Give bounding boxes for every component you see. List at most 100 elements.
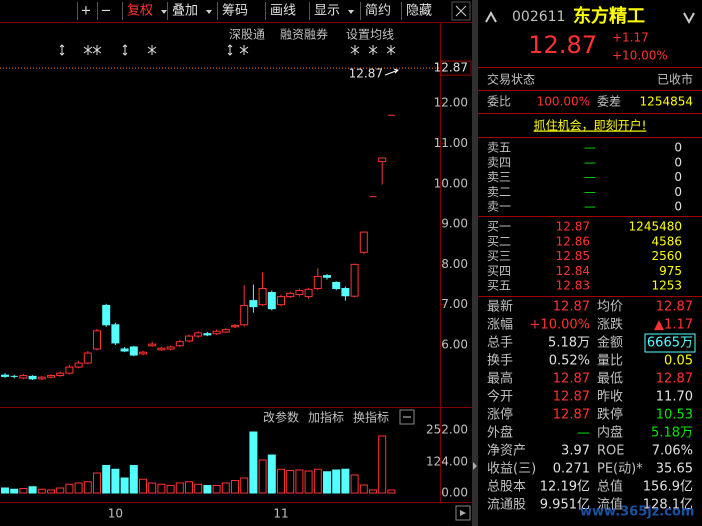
candle-body (83, 352, 92, 364)
book-price: 12.87 (556, 220, 590, 234)
stat-label: 最高 (487, 371, 513, 387)
candle-body (28, 375, 37, 380)
volume-bar (47, 489, 55, 494)
toolbar-button[interactable]: + (81, 4, 92, 19)
book-volume: 0 (674, 155, 682, 169)
volume-bar (378, 435, 387, 494)
candle-body (286, 292, 295, 298)
candle-body (212, 330, 221, 335)
book-price: — (584, 185, 596, 199)
promo-link[interactable]: 抓住机会，即刻开户! (534, 118, 647, 133)
stat-label: 均价 (597, 300, 623, 315)
prev-icon[interactable] (485, 10, 497, 23)
stat-label: 跌停 (597, 407, 623, 423)
last-price-arrow (384, 68, 399, 76)
close-button[interactable] (399, 409, 415, 425)
volume-tool[interactable]: 换指标 (353, 410, 389, 425)
diff-label: 委差 (597, 95, 621, 109)
stat-label: 总股本 (487, 480, 526, 495)
book-volume: 975 (659, 264, 682, 278)
toolbar-button[interactable]: 隐藏 (406, 4, 432, 19)
volume-bar (93, 472, 101, 494)
volume-bar (249, 431, 258, 494)
event-marker[interactable] (386, 45, 396, 55)
stat-label: 收益(三) (487, 462, 536, 477)
event-marker[interactable] (147, 45, 157, 55)
candle-body (203, 333, 212, 336)
stat-value: 0.52% (549, 354, 590, 369)
fullscreen-icon (455, 5, 467, 17)
last-price-label: 12.87 (434, 61, 468, 75)
volume-bar (102, 465, 111, 494)
toolbar-button[interactable]: 筹码 (222, 3, 248, 19)
candle-body (37, 376, 46, 380)
toolbar-button[interactable]: 复权 (127, 3, 153, 19)
volume-bar (313, 468, 322, 494)
volume-bar (203, 485, 212, 494)
volume-bar (267, 454, 276, 494)
toolbar-button[interactable]: 画线 (270, 4, 296, 19)
toolbar-button[interactable]: 简约 (365, 3, 391, 19)
dropdown-arrow (348, 10, 354, 14)
book-volume: 0 (674, 141, 682, 155)
book-volume: 4586 (651, 234, 682, 248)
event-marker[interactable] (83, 45, 93, 55)
volume-bar (304, 470, 313, 494)
candle-body (102, 304, 111, 326)
volume-tool[interactable]: 加指标 (308, 410, 344, 425)
event-marker[interactable] (350, 45, 360, 55)
volume-bar (350, 474, 359, 494)
event-marker[interactable] (227, 44, 233, 56)
ratio-label: 委比 (487, 95, 511, 109)
book-price: — (584, 170, 596, 184)
candle-body (249, 300, 258, 308)
toolbar-button[interactable]: 叠加 (172, 4, 198, 19)
candle-body (93, 330, 101, 350)
y-tick-label: 7.00 (441, 297, 468, 311)
chart-tool[interactable]: 设置均线 (346, 28, 394, 42)
candle-body (19, 375, 28, 379)
stat-label: 总值 (597, 479, 623, 495)
diff-value: 1254854 (640, 95, 693, 109)
watermark: www.365jz.com (580, 505, 694, 520)
candle-body (313, 275, 322, 290)
last-price: 12.87 (528, 31, 597, 59)
event-marker[interactable] (239, 45, 249, 55)
book-price: 12.83 (556, 279, 590, 293)
chart-tool[interactable]: 融资融券 (280, 27, 328, 42)
stat-value: 5.18万 (548, 336, 590, 351)
event-marker[interactable] (59, 44, 65, 56)
book-label: 卖二 (487, 185, 511, 199)
volume-tool[interactable]: 改参数 (263, 410, 299, 425)
splitter[interactable] (472, 0, 478, 526)
splitter-arrow[interactable] (473, 462, 477, 470)
volume-bar (10, 488, 19, 494)
status-label: 交易状态 (487, 72, 535, 87)
volume-bar (231, 480, 239, 494)
book-label: 买四 (487, 264, 511, 278)
stat-value: 12.87 (553, 300, 590, 315)
book-volume: 1253 (651, 279, 682, 293)
chart-tool[interactable]: 深股通 (229, 28, 265, 42)
volume-bar (212, 485, 221, 494)
book-label: 卖五 (487, 141, 511, 155)
toolbar-button[interactable]: 显示 (314, 4, 340, 19)
scroll-button[interactable] (455, 505, 471, 521)
stat-value: 128.1亿 (643, 498, 693, 513)
event-marker[interactable] (122, 44, 128, 56)
x-tick-label: 11 (273, 507, 288, 521)
y-tick-label: 10.00 (434, 176, 468, 190)
book-price: — (584, 200, 596, 214)
candle-body (304, 288, 313, 298)
stat-label: PE(动)* (597, 462, 643, 477)
next-icon[interactable] (683, 12, 695, 25)
event-marker[interactable] (368, 45, 378, 55)
stat-value: 0.05 (664, 354, 693, 369)
candle-body (350, 263, 359, 297)
event-marker[interactable] (92, 45, 102, 55)
book-price: 12.85 (556, 249, 590, 263)
toolbar-button[interactable]: − (101, 4, 112, 19)
scroll-arrow (460, 510, 466, 516)
fullscreen-button[interactable] (451, 1, 471, 21)
stat-label: 流值 (597, 497, 623, 513)
